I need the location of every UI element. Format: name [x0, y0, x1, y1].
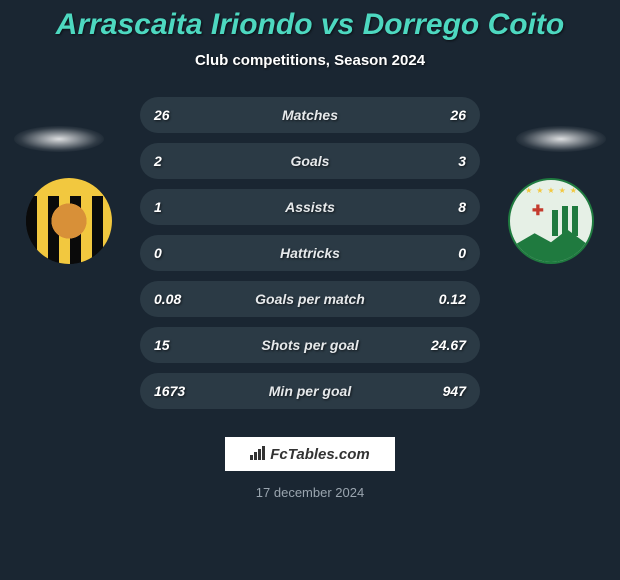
- stat-label: Hattricks: [280, 245, 340, 261]
- stat-left-value: 1673: [154, 383, 185, 399]
- stat-right-value: 0: [458, 245, 466, 261]
- stat-left-value: 2: [154, 153, 162, 169]
- stat-right-value: 8: [458, 199, 466, 215]
- stat-row-shots-per-goal: 15 Shots per goal 24.67: [140, 327, 480, 363]
- stat-label: Min per goal: [269, 383, 351, 399]
- stat-label: Assists: [285, 199, 335, 215]
- stat-right-value: 947: [443, 383, 466, 399]
- stat-label: Shots per goal: [261, 337, 358, 353]
- stat-row-assists: 1 Assists 8: [140, 189, 480, 225]
- logo-text: FcTables.com: [270, 446, 369, 463]
- page-title: Arrascaita Iriondo vs Dorrego Coito: [0, 0, 620, 42]
- stat-left-value: 26: [154, 107, 170, 123]
- stat-label: Goals: [291, 153, 330, 169]
- stat-row-hattricks: 0 Hattricks 0: [140, 235, 480, 271]
- stat-right-value: 0.12: [439, 291, 466, 307]
- chart-icon: [250, 446, 266, 463]
- stat-left-value: 0: [154, 245, 162, 261]
- stat-left-value: 1: [154, 199, 162, 215]
- stat-left-value: 0.08: [154, 291, 181, 307]
- stat-right-value: 24.67: [431, 337, 466, 353]
- stat-row-goals-per-match: 0.08 Goals per match 0.12: [140, 281, 480, 317]
- stats-container: 26 Matches 26 2 Goals 3 1 Assists 8 0 Ha…: [0, 97, 620, 419]
- stat-row-goals: 2 Goals 3: [140, 143, 480, 179]
- date-text: 17 december 2024: [0, 485, 620, 500]
- stat-label: Goals per match: [255, 291, 365, 307]
- stat-row-matches: 26 Matches 26: [140, 97, 480, 133]
- fctables-logo[interactable]: FcTables.com: [225, 437, 395, 471]
- subtitle: Club competitions, Season 2024: [0, 52, 620, 69]
- stat-left-value: 15: [154, 337, 170, 353]
- stat-label: Matches: [282, 107, 338, 123]
- stat-right-value: 26: [450, 107, 466, 123]
- stat-row-min-per-goal: 1673 Min per goal 947: [140, 373, 480, 409]
- stat-right-value: 3: [458, 153, 466, 169]
